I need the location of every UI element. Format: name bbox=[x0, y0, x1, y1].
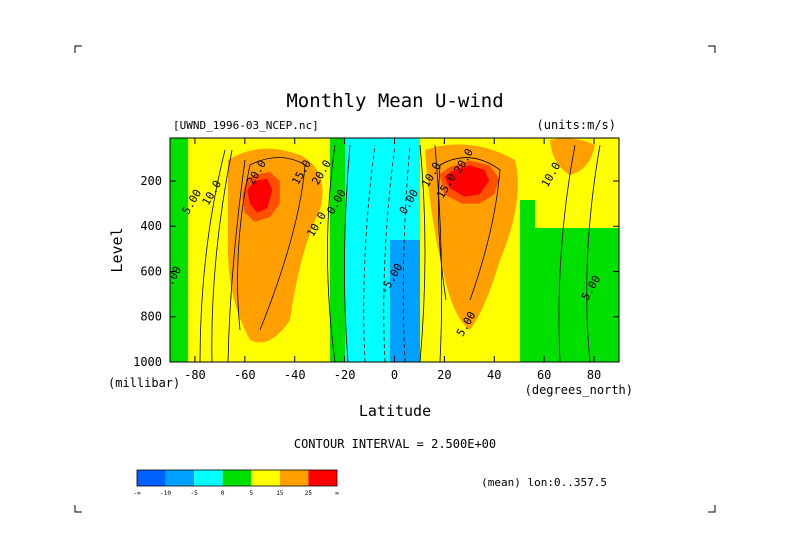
x-tick-label: -40 bbox=[284, 368, 306, 382]
colorbar-swatch bbox=[165, 470, 195, 486]
colorbar-swatch bbox=[194, 470, 223, 486]
colorbar-swatch bbox=[279, 470, 309, 486]
y-tick-label: 1000 bbox=[133, 355, 162, 369]
x-unit-label: (degrees_north) bbox=[525, 383, 633, 397]
colorbar-label: 0 bbox=[221, 490, 225, 497]
jet-core-region-3 bbox=[444, 165, 490, 197]
colorbar: -∞ -10 -5 0 5 15 25 ∞ bbox=[133, 469, 339, 497]
x-tick-label: -60 bbox=[234, 368, 256, 382]
colorbar-frame bbox=[136, 469, 338, 487]
y-tick-label: 600 bbox=[140, 264, 162, 278]
y-axis-ticks: 200 400 600 800 1000 bbox=[133, 174, 619, 369]
colorbar-label: -∞ bbox=[133, 490, 141, 497]
jet-core-region-2 bbox=[247, 178, 273, 213]
colorbar-swatch bbox=[222, 470, 252, 486]
y-tick-label: 400 bbox=[140, 219, 162, 233]
x-tick-label: 40 bbox=[487, 368, 501, 382]
x-tick-label: 20 bbox=[437, 368, 451, 382]
colorbar-label: -10 bbox=[160, 490, 171, 497]
x-tick-label: 80 bbox=[587, 368, 601, 382]
footer-text: (mean) lon:0..357.5 bbox=[481, 476, 607, 489]
x-axis-ticks: -80 -60 -40 -20 0 20 40 60 80 bbox=[184, 138, 601, 382]
colorbar-label: 15 bbox=[276, 490, 284, 497]
colorbar-swatch bbox=[137, 470, 166, 486]
colorbar-label: 25 bbox=[305, 490, 313, 497]
y-axis-label: Level bbox=[108, 227, 126, 272]
colorbar-label: ∞ bbox=[335, 490, 339, 497]
x-tick-label: -20 bbox=[334, 368, 356, 382]
chart-title: Monthly Mean U-wind bbox=[286, 90, 503, 112]
contour-interval-text: CONTOUR INTERVAL = 2.500E+00 bbox=[294, 437, 496, 451]
contour-regions bbox=[242, 160, 500, 222]
x-tick-label: 0 bbox=[391, 368, 398, 382]
colorbar-swatch bbox=[308, 470, 337, 486]
x-tick-label: -80 bbox=[184, 368, 206, 382]
contour-lines-negative bbox=[363, 144, 411, 362]
dataset-label: [UWND_1996-03_NCEP.nc] bbox=[173, 119, 319, 132]
colorbar-swatch bbox=[251, 470, 280, 486]
colorbar-label: -5 bbox=[191, 490, 199, 497]
x-tick-label: 60 bbox=[537, 368, 551, 382]
y-tick-label: 800 bbox=[140, 310, 162, 324]
field-band-equator-blue bbox=[390, 240, 420, 362]
y-tick-label: 200 bbox=[140, 174, 162, 188]
units-label: (units:m/s) bbox=[537, 118, 616, 132]
y-unit-label: (millibar) bbox=[108, 376, 180, 390]
contour-lines bbox=[199, 144, 601, 362]
crop-marks bbox=[74, 45, 716, 513]
colorbar-label: 5 bbox=[249, 490, 253, 497]
x-axis-label: Latitude bbox=[359, 402, 431, 420]
